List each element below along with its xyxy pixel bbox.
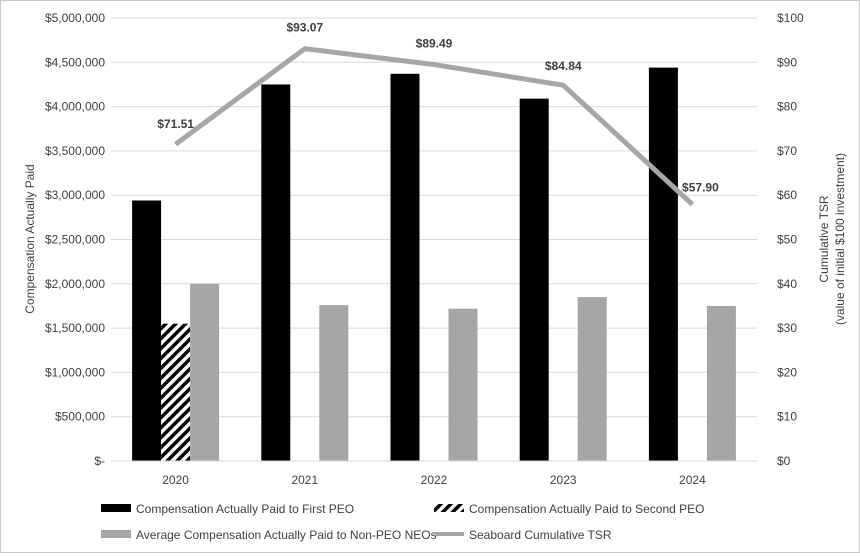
bar-compensation-actually-paid-to-first-peo-2023 (519, 98, 549, 461)
left-tick-label: $3,000,000 (45, 188, 105, 202)
legend-item-first-peo: Compensation Actually Paid to First PEO (101, 502, 354, 516)
bar-average-compensation-actually-paid-to-non-peo-neos-2024 (706, 305, 736, 461)
left-axis-title: Compensation Actually Paid (23, 164, 37, 313)
right-tick-label: $10 (777, 410, 797, 424)
left-tick-label: $500,000 (55, 410, 105, 424)
bar-compensation-actually-paid-to-first-peo-2021 (261, 84, 291, 461)
bars (132, 67, 736, 462)
x-tick-label-2022: 2022 (421, 473, 448, 487)
legend-item-second-peo: Compensation Actually Paid to Second PEO (434, 502, 704, 516)
right-tick-label: $0 (777, 454, 791, 468)
left-tick-label: $1,000,000 (45, 365, 105, 379)
x-tick-label-2023: 2023 (550, 473, 577, 487)
right-tick-label: $70 (777, 144, 797, 158)
right-axis-ticks: $0 $10 $20 $30 $40 $50 $60 $70 $80 $90 $100 (777, 11, 804, 468)
bar-average-compensation-actually-paid-to-non-peo-neos-2023 (577, 297, 607, 461)
bar-compensation-actually-paid-to-first-peo-2022 (390, 73, 420, 462)
left-tick-label: $2,000,000 (45, 277, 105, 291)
left-tick-label: $3,500,000 (45, 144, 105, 158)
legend-label-second-peo: Compensation Actually Paid to Second PEO (469, 502, 704, 516)
tsr-data-label-2024: $57.90 (682, 181, 719, 195)
legend-label-non-peo-neos: Average Compensation Actually Paid to No… (136, 528, 437, 542)
right-tick-label: $80 (777, 100, 797, 114)
bar-average-compensation-actually-paid-to-non-peo-neos-2021 (319, 305, 349, 461)
tsr-line: $71.51 $93.07 $89.49 $84.84 $57.90 (157, 21, 719, 207)
legend-item-non-peo-neos: Average Compensation Actually Paid to No… (101, 528, 437, 542)
right-tick-label: $90 (777, 55, 797, 69)
x-tick-label-2024: 2024 (679, 473, 706, 487)
legend-label-first-peo: Compensation Actually Paid to First PEO (136, 502, 354, 516)
x-tick-label-2021: 2021 (291, 473, 318, 487)
legend: Compensation Actually Paid to First PEO … (101, 502, 704, 542)
tsr-data-label-2022: $89.49 (416, 37, 453, 51)
left-tick-label: $- (94, 454, 105, 468)
bar-average-compensation-actually-paid-to-non-peo-neos-2022 (448, 308, 478, 461)
left-tick-label: $4,500,000 (45, 55, 105, 69)
bar-average-compensation-actually-paid-to-non-peo-neos-2020 (190, 283, 220, 461)
x-axis-ticks: 2020 2021 2022 2023 2024 (162, 473, 706, 487)
x-tick-label-2020: 2020 (162, 473, 189, 487)
right-tick-label: $20 (777, 365, 797, 379)
tsr-data-label-2021: $93.07 (286, 21, 323, 35)
legend-item-tsr: Seaboard Cumulative TSR (434, 528, 612, 542)
left-tick-label: $2,500,000 (45, 233, 105, 247)
right-axis-title: Cumulative TSR (817, 195, 831, 282)
legend-label-tsr: Seaboard Cumulative TSR (469, 528, 612, 542)
left-tick-label: $1,500,000 (45, 321, 105, 335)
bar-compensation-actually-paid-to-second-peo-2020 (161, 323, 191, 461)
right-tick-label: $30 (777, 321, 797, 335)
tsr-data-label-2023: $84.84 (545, 59, 582, 73)
right-tick-label: $60 (777, 188, 797, 202)
bar-compensation-actually-paid-to-first-peo-2024 (648, 67, 678, 461)
left-tick-label: $4,000,000 (45, 100, 105, 114)
right-tick-label: $40 (777, 277, 797, 291)
right-tick-label: $50 (777, 233, 797, 247)
tsr-data-label-2020: $71.51 (157, 117, 194, 131)
right-axis-subtitle: (value of initial $100 investment) (833, 153, 847, 325)
bar-compensation-actually-paid-to-first-peo-2020 (132, 200, 162, 462)
left-tick-label: $5,000,000 (45, 11, 105, 25)
line-seaboard-cumulative-tsr (174, 46, 695, 207)
left-axis-ticks: $- $500,000 $1,000,000 $1,500,000 $2,000,000… (45, 11, 105, 468)
right-tick-label: $100 (777, 11, 804, 25)
